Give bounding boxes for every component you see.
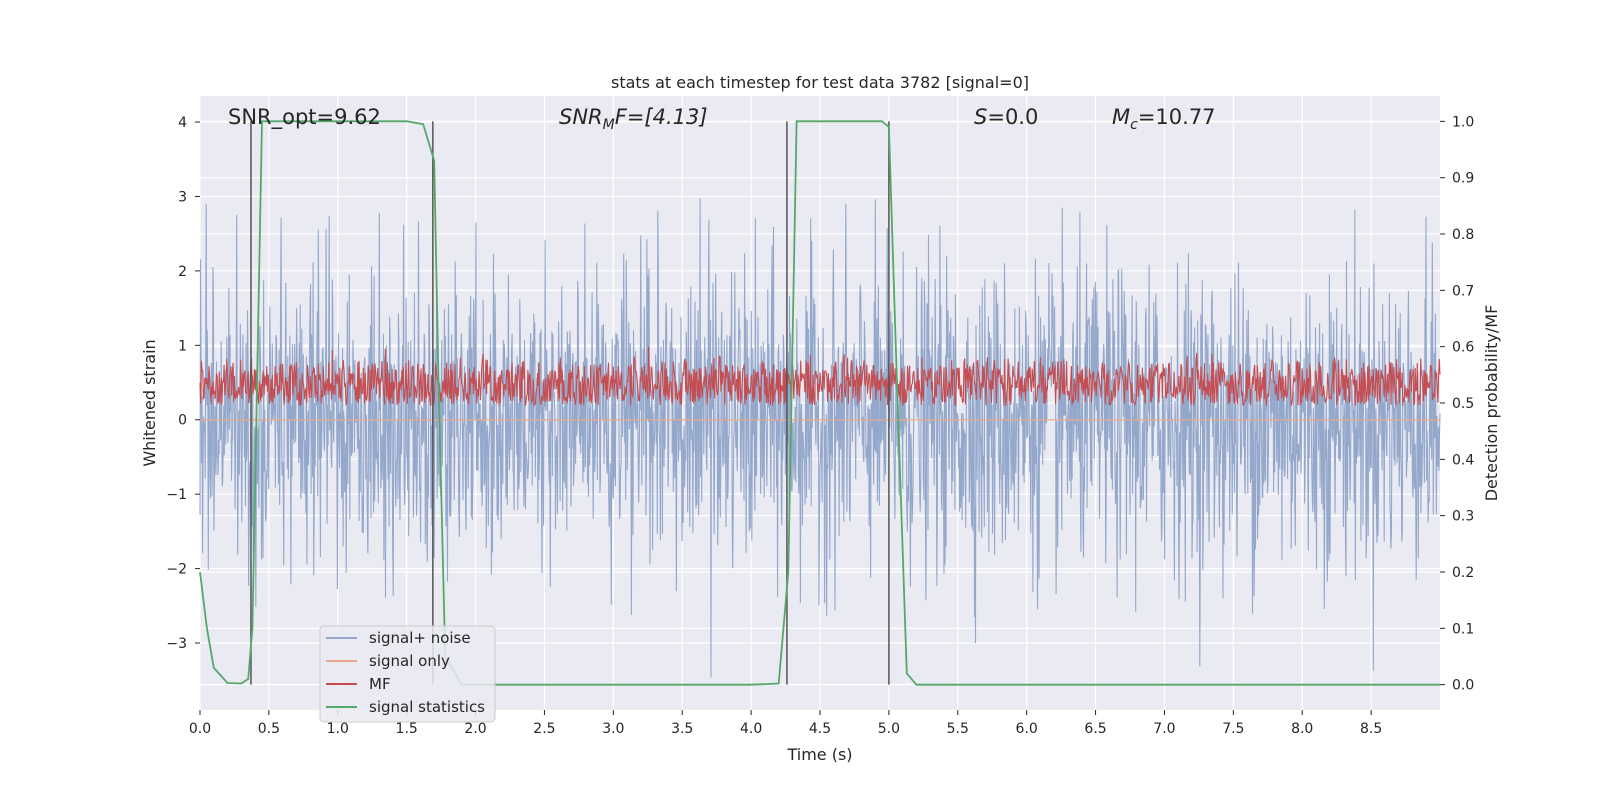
x-tick-label: 3.5 — [671, 721, 693, 737]
x-tick-label: 3.0 — [602, 721, 624, 737]
legend-label-stat: signal statistics — [369, 698, 485, 716]
x-tick-label: 5.5 — [947, 721, 969, 737]
legend-label-mf: MF — [369, 675, 391, 693]
annotation-mc: Mc=10.77 — [1112, 105, 1216, 133]
y-left-axis-label: Whitened strain — [140, 339, 159, 466]
annotations: SNR_opt=9.62 SNRMF=[4.13] S=0.0 Mc=10.77 — [228, 105, 1216, 133]
y-right-tick-label: 0.5 — [1452, 396, 1474, 412]
annotation-s-base: S — [974, 105, 987, 129]
y-left-tick-label: 3 — [178, 189, 187, 205]
x-tick-label: 1.5 — [396, 721, 418, 737]
x-tick-label: 0.0 — [189, 721, 211, 737]
annotation-s: S=0.0 — [974, 105, 1038, 129]
annotation-mc-sub: c — [1130, 117, 1138, 133]
x-tick-label: 2.0 — [464, 721, 486, 737]
y-right-tick-label: 0.1 — [1452, 621, 1474, 637]
annotation-snr-mf-base: SNR — [559, 105, 603, 129]
series-mf — [199, 347, 1441, 408]
y-left-tick-label: 2 — [178, 264, 187, 280]
y-right-tick-label: 0.3 — [1452, 509, 1474, 525]
series-signal-noise — [199, 198, 1441, 678]
ticks-layer: 0.0 0.5 1.0 1.5 2.0 2.5 3.0 3.5 4.0 4.5 5.0 5.5 6.0 6… — [166, 114, 1474, 737]
y-right-tick-label: 0.2 — [1452, 565, 1474, 581]
y-left-tick-label: 0 — [178, 413, 187, 429]
x-tick-label: 4.5 — [809, 721, 831, 737]
annotation-mc-rest: =10.77 — [1138, 105, 1216, 129]
chart-title: stats at each timestep for test data 378… — [611, 73, 1029, 92]
y-right-tick-label: 0.6 — [1452, 340, 1474, 356]
y-right-tick-label: 0.9 — [1452, 171, 1474, 187]
y-right-tick-label: 1.0 — [1452, 114, 1474, 130]
y-left-tick-label: −3 — [166, 636, 187, 652]
y-right-tick-label: 0.8 — [1452, 227, 1474, 243]
annotation-snr-mf: SNRMF=[4.13] — [559, 105, 708, 133]
y-left-tick-label: 1 — [178, 338, 187, 354]
x-tick-label: 4.0 — [740, 721, 762, 737]
annotation-snr-mf-rest: F=[4.13] — [615, 105, 708, 129]
y-left-tick-label: 4 — [178, 115, 187, 131]
x-tick-label: 6.0 — [1016, 721, 1038, 737]
x-tick-label: 8.5 — [1360, 721, 1382, 737]
legend: signal+ noise signal only MF signal stat… — [319, 625, 496, 723]
legend-box — [319, 625, 496, 723]
x-tick-label: 5.0 — [878, 721, 900, 737]
x-tick-label: 6.5 — [1084, 721, 1106, 737]
annotation-snr-opt: SNR_opt=9.62 — [228, 105, 381, 130]
x-axis-label: Time (s) — [786, 745, 852, 764]
x-tick-label: 0.5 — [258, 721, 280, 737]
y-left-tick-label: −2 — [166, 562, 187, 578]
y-right-tick-label: 0.4 — [1452, 452, 1474, 468]
y-right-tick-label: 0.7 — [1452, 283, 1474, 299]
y-left-tick-label: −1 — [166, 487, 187, 503]
legend-label-signal-only: signal only — [369, 652, 450, 670]
x-tick-label: 1.0 — [327, 721, 349, 737]
x-tick-label: 2.5 — [533, 721, 555, 737]
annotation-mc-base: M — [1112, 105, 1130, 129]
x-tick-label: 7.5 — [1222, 721, 1244, 737]
annotation-s-rest: =0.0 — [987, 105, 1038, 129]
y-right-tick-label: 0.0 — [1452, 678, 1474, 694]
y-right-axis-label: Detection probability/MF — [1482, 305, 1501, 502]
annotation-snr-mf-sub: M — [603, 117, 615, 133]
legend-label-noise: signal+ noise — [369, 629, 471, 647]
x-tick-label: 7.0 — [1153, 721, 1175, 737]
x-tick-label: 8.0 — [1291, 721, 1313, 737]
